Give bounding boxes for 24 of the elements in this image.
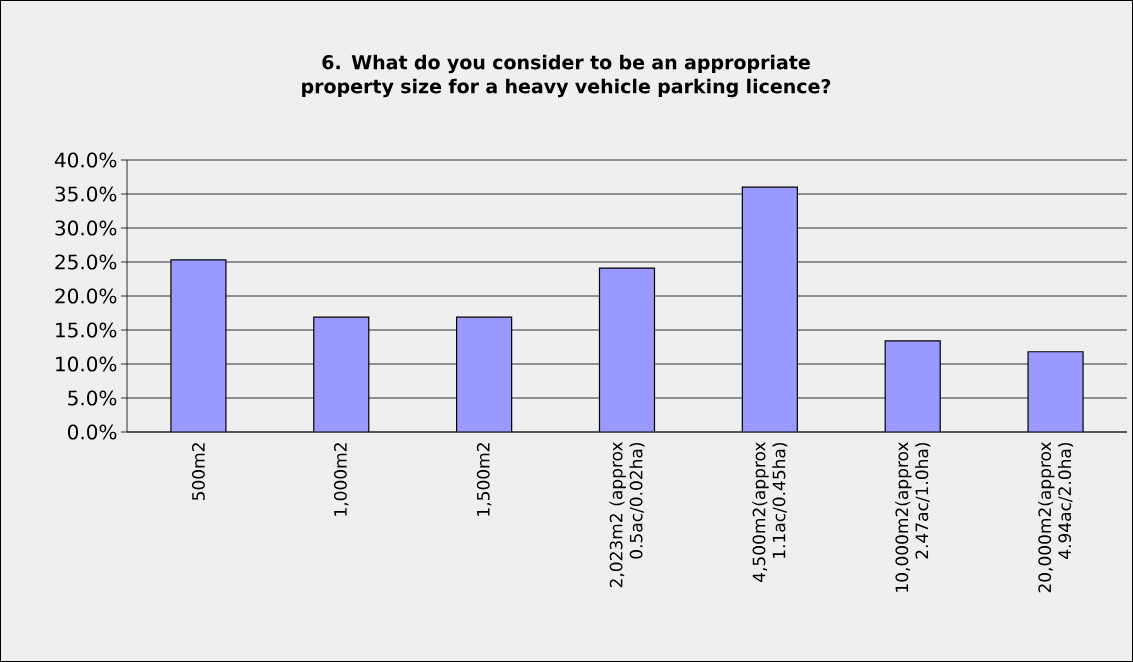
x-tick-label: 1,000m2 [333,443,349,516]
y-tick-label: 40.0% [54,152,117,168]
y-tick-label: 0.0% [67,424,117,440]
x-tick-label: 4,500m2(approx 1.1ac/0.45ha) [752,442,788,582]
y-tick-label: 5.0% [68,390,117,406]
x-tick-label: 10,000m2(approx 2.47ac/1.0ha) [895,442,931,592]
bar [456,316,513,432]
y-tick-label: 25.0% [55,254,117,270]
y-tick-label: 30.0% [55,220,117,236]
x-tick-label: 20,000m2(approx 4.94ac/2.0ha) [1037,442,1074,593]
bar [884,340,941,432]
bar [741,186,798,432]
y-tick-label: 35.0% [55,186,117,202]
bar [313,316,370,432]
x-tick-label: 1,500m2 [476,443,492,516]
x-tick-label: 2,023m2 (approx 0.5ac/0.02ha) [609,442,645,588]
bar [1027,351,1084,432]
x-tick-label: 500m2 [191,443,205,501]
y-tick-label: 15.0% [56,322,117,338]
bar [598,267,656,432]
chart-title: 6. What do you consider to be an appropriate property size for a heavy vehicle parking licence? [302,54,831,98]
y-tick-label: 20.0% [55,288,117,304]
bar [170,259,227,432]
y-tick-label: 10.0% [56,356,117,372]
